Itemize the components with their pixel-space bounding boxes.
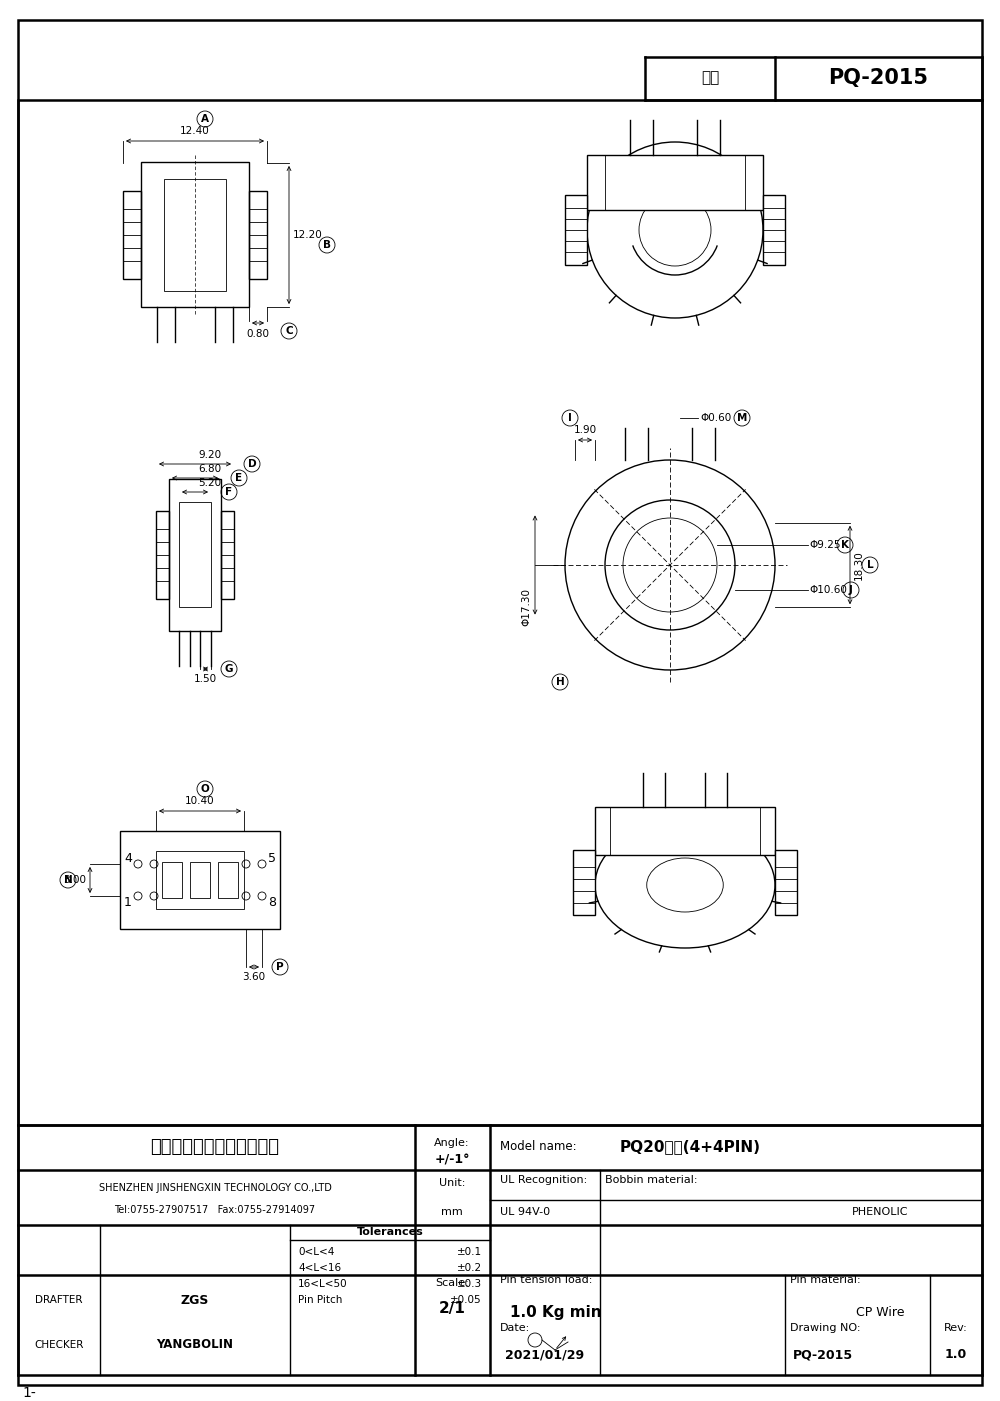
Text: 1.50: 1.50 xyxy=(193,674,217,684)
Bar xyxy=(610,807,760,855)
Bar xyxy=(156,850,244,909)
Bar xyxy=(218,862,238,898)
Text: 4: 4 xyxy=(124,852,132,864)
Bar xyxy=(141,163,249,307)
Text: ±0.3: ±0.3 xyxy=(457,1279,482,1289)
Text: 12.20: 12.20 xyxy=(293,230,323,240)
Text: M: M xyxy=(737,413,747,423)
Bar xyxy=(123,191,141,279)
Bar xyxy=(565,195,587,265)
Text: Rev:: Rev: xyxy=(944,1323,968,1332)
Text: Angle:: Angle: xyxy=(434,1138,470,1147)
Text: ±0.1: ±0.1 xyxy=(457,1247,482,1257)
Text: PQ-2015: PQ-2015 xyxy=(828,69,928,88)
Text: Bobbin material:: Bobbin material: xyxy=(605,1175,698,1185)
Text: 型号: 型号 xyxy=(701,70,719,85)
Text: 2021/01/29: 2021/01/29 xyxy=(505,1349,584,1362)
Text: B: B xyxy=(323,240,331,249)
Text: SHENZHEN JINSHENGXIN TECHNOLOGY CO.,LTD: SHENZHEN JINSHENGXIN TECHNOLOGY CO.,LTD xyxy=(99,1182,331,1194)
Text: G: G xyxy=(225,664,233,674)
Text: DRAFTER: DRAFTER xyxy=(35,1295,83,1304)
Text: 3.60: 3.60 xyxy=(242,972,266,982)
Text: 1.0: 1.0 xyxy=(945,1349,967,1362)
Text: A: A xyxy=(201,113,209,125)
Text: PQ20卧式(4+4PIN): PQ20卧式(4+4PIN) xyxy=(620,1139,761,1154)
Bar xyxy=(587,156,763,210)
Text: 3.00: 3.00 xyxy=(63,876,86,885)
Text: 0.80: 0.80 xyxy=(246,329,270,339)
Text: 4<L<16: 4<L<16 xyxy=(298,1262,341,1274)
Text: 5: 5 xyxy=(268,852,276,864)
Text: Φ9.25: Φ9.25 xyxy=(809,539,840,551)
Bar xyxy=(169,479,221,630)
Text: 16<L<50: 16<L<50 xyxy=(298,1279,348,1289)
Bar xyxy=(120,831,280,929)
Text: Model name:: Model name: xyxy=(500,1140,577,1153)
Text: ZGS: ZGS xyxy=(181,1293,209,1307)
Text: E: E xyxy=(235,474,243,483)
Text: mm: mm xyxy=(441,1208,463,1217)
Text: ±0.2: ±0.2 xyxy=(457,1262,482,1274)
Bar xyxy=(156,511,169,600)
Text: 1.90: 1.90 xyxy=(573,425,597,434)
Text: 5.20: 5.20 xyxy=(198,478,221,488)
Text: 18.30: 18.30 xyxy=(854,551,864,580)
Text: O: O xyxy=(201,785,209,794)
Text: 1: 1 xyxy=(124,895,132,908)
Text: ±0.05: ±0.05 xyxy=(450,1295,482,1304)
Text: Φ10.60: Φ10.60 xyxy=(809,586,847,595)
Text: J: J xyxy=(849,586,853,595)
Text: 深圳市金盛鑫科技有限公司: 深圳市金盛鑫科技有限公司 xyxy=(150,1138,280,1156)
Bar xyxy=(221,511,234,600)
Bar xyxy=(763,195,785,265)
Text: 0<L<4: 0<L<4 xyxy=(298,1247,334,1257)
Text: 8: 8 xyxy=(268,895,276,908)
Text: Pin tension load:: Pin tension load: xyxy=(500,1275,592,1285)
Text: 12.40: 12.40 xyxy=(180,126,210,136)
Text: Pin Pitch: Pin Pitch xyxy=(298,1295,342,1304)
Bar xyxy=(775,850,797,915)
Text: UL Recognition:: UL Recognition: xyxy=(500,1175,587,1185)
Text: F: F xyxy=(225,488,233,497)
Bar xyxy=(18,99,982,1125)
Text: Φ0.60: Φ0.60 xyxy=(700,413,731,423)
Bar xyxy=(595,807,775,855)
Text: K: K xyxy=(841,539,849,551)
Text: H: H xyxy=(556,677,564,686)
Text: N: N xyxy=(64,876,72,885)
Text: YANGBOLIN: YANGBOLIN xyxy=(156,1338,234,1352)
Text: Φ17.30: Φ17.30 xyxy=(521,588,531,626)
Text: 10.40: 10.40 xyxy=(185,796,215,806)
Text: PQ-2015: PQ-2015 xyxy=(793,1349,853,1362)
Bar xyxy=(573,850,595,915)
Text: CHECKER: CHECKER xyxy=(34,1339,84,1351)
Text: PHENOLIC: PHENOLIC xyxy=(852,1208,908,1217)
Bar xyxy=(190,862,210,898)
Bar xyxy=(249,191,267,279)
Text: Tolerances: Tolerances xyxy=(357,1227,423,1237)
Text: D: D xyxy=(248,460,256,469)
Text: Tel:0755-27907517   Fax:0755-27914097: Tel:0755-27907517 Fax:0755-27914097 xyxy=(114,1205,316,1215)
Text: Unit:: Unit: xyxy=(439,1178,465,1188)
Text: +/-1°: +/-1° xyxy=(434,1153,470,1167)
Text: 6.80: 6.80 xyxy=(198,464,221,474)
Text: L: L xyxy=(867,560,873,570)
Text: 1.0 Kg min: 1.0 Kg min xyxy=(510,1304,602,1320)
Text: UL 94V-0: UL 94V-0 xyxy=(500,1208,550,1217)
Text: P: P xyxy=(276,962,284,972)
Bar xyxy=(164,179,226,291)
Text: C: C xyxy=(285,326,293,336)
Text: Scale:: Scale: xyxy=(435,1278,469,1288)
Bar xyxy=(179,502,211,607)
Text: Drawing NO:: Drawing NO: xyxy=(790,1323,860,1332)
Text: CP Wire: CP Wire xyxy=(856,1306,904,1318)
Text: I: I xyxy=(568,413,572,423)
Text: Date:: Date: xyxy=(500,1323,530,1332)
Text: 2/1: 2/1 xyxy=(439,1300,465,1316)
Text: 1-: 1- xyxy=(22,1386,36,1400)
Bar xyxy=(605,156,745,210)
Bar xyxy=(162,862,182,898)
Text: 9.20: 9.20 xyxy=(198,450,221,460)
Text: Pin material:: Pin material: xyxy=(790,1275,861,1285)
